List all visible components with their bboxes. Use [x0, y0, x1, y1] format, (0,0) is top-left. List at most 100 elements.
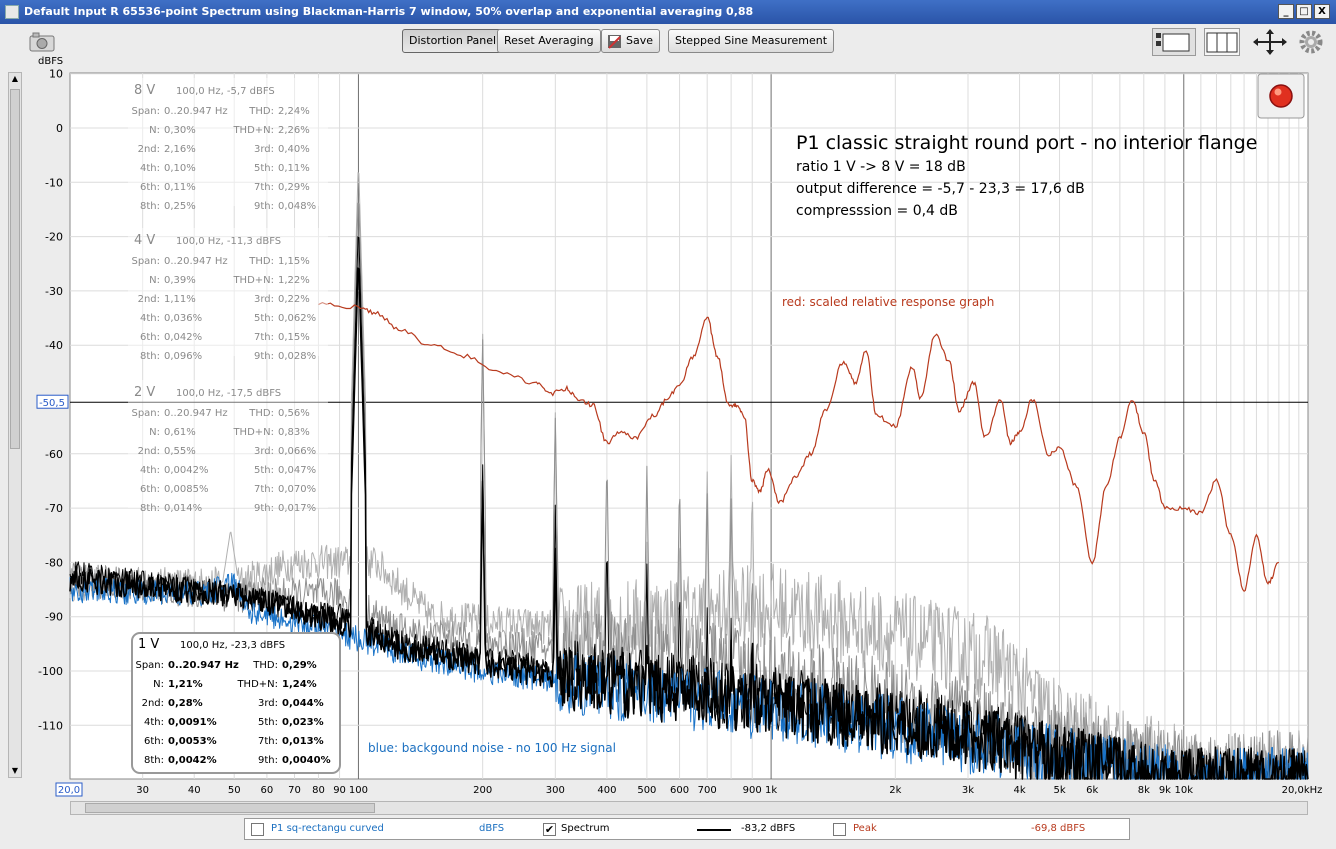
panel-key: 7th: — [254, 484, 274, 495]
y-axis-unit: dBFS — [38, 56, 64, 67]
y-tick-label: -60 — [45, 448, 63, 461]
x-tick-label: 1k — [765, 785, 777, 796]
response-line — [318, 301, 1280, 593]
window-titlebar: Default Input R 65536-point Spectrum usi… — [0, 0, 1336, 24]
panel-key: 5th: — [258, 717, 278, 728]
panel-key: THD: — [248, 408, 274, 419]
panel-value: 0,070% — [278, 484, 316, 495]
panel-key: 9th: — [258, 755, 278, 766]
close-button[interactable]: X — [1314, 4, 1330, 19]
record-button-frame — [1257, 73, 1305, 119]
panel-level: 1 V — [138, 637, 159, 652]
panel-key: Span: — [131, 408, 160, 419]
vertical-scrollbar[interactable]: ▲ ▼ — [8, 72, 22, 778]
panel-value: 0,28% — [168, 698, 203, 709]
stepped-sine-button[interactable]: Stepped Sine Measurement — [668, 29, 835, 53]
legend-item1-checkbox[interactable] — [251, 823, 264, 836]
panel-value: 0,30% — [164, 125, 196, 136]
panel-key: 9th: — [254, 351, 274, 362]
panel-key: 2nd: — [138, 144, 160, 155]
x-tick-label: 60 — [261, 785, 274, 796]
panel-value: 0,39% — [164, 275, 196, 286]
panel-key: 5th: — [254, 163, 274, 174]
columns-view-icon[interactable] — [1204, 28, 1240, 56]
legend-spectrum-label: Spectrum — [561, 823, 610, 834]
panel-value: 1,24% — [282, 679, 317, 690]
legend-spectrum-checkbox[interactable]: ✔ — [543, 823, 556, 836]
panel-value: 0,014% — [164, 503, 202, 514]
distortion-panel-bg — [128, 380, 328, 508]
panel-value: 0,0042% — [164, 465, 209, 476]
x-tick-label: 50 — [228, 785, 241, 796]
x-tick-label: 90 — [333, 785, 346, 796]
x-tick-label: 5k — [1053, 785, 1065, 796]
fit-arrows-icon[interactable] — [1250, 28, 1290, 56]
panel-key: 6th: — [140, 182, 160, 193]
distortion-panel-4V: 4 V 100,0 Hz, -11,3 dBFS Span: 0..20.947 Hz… — [128, 228, 328, 362]
x-start-label: 20,0 — [58, 785, 80, 796]
panel-key: 4th: — [144, 717, 164, 728]
panel-value: 0,29% — [278, 182, 310, 193]
scroll-down-icon[interactable]: ▼ — [11, 766, 19, 775]
panel-value: 1,22% — [278, 275, 310, 286]
panel-value: 0,11% — [164, 182, 196, 193]
x-tick-label: 700 — [698, 785, 717, 796]
panel-value: 0,56% — [278, 408, 310, 419]
distortion-panel-8V: 8 V 100,0 Hz, -5,7 dBFS Span: 0..20.947 Hz T… — [128, 78, 328, 212]
panel-key: 6th: — [144, 736, 164, 747]
vertical-scroll-thumb[interactable] — [10, 89, 20, 449]
distortion-panel-bg — [128, 78, 328, 206]
panel-key: 7th: — [254, 332, 274, 343]
camera-icon[interactable] — [26, 28, 60, 56]
x-tick-label: 3k — [962, 785, 974, 796]
panel-value: 0,55% — [164, 446, 196, 457]
distortion-panel-bg — [128, 228, 328, 356]
panel-value: 0,15% — [278, 332, 310, 343]
panel-value: 0,0053% — [168, 736, 217, 747]
x-tick-label: 400 — [597, 785, 616, 796]
panel-value: 0,047% — [278, 465, 316, 476]
x-tick-label: 80 — [312, 785, 325, 796]
reset-averaging-button[interactable]: Reset Averaging — [497, 29, 601, 53]
distortion-panel-frame — [131, 632, 341, 774]
series-line-2 — [69, 236, 1308, 780]
record-highlight — [1274, 88, 1282, 96]
panel-value: 0,0091% — [168, 717, 217, 728]
legend-peak-label: Peak — [853, 823, 877, 834]
distortion-panel-button[interactable]: Distortion Panel — [402, 29, 504, 53]
panel-value: 2,24% — [278, 106, 310, 117]
toolbar: Distortion Panel Reset Averaging Save St… — [0, 24, 1336, 60]
x-tick-label: 900 — [743, 785, 762, 796]
horizontal-scroll-thumb[interactable] — [85, 803, 375, 813]
y-tick-label: -80 — [45, 556, 63, 569]
panel-value: 0,017% — [278, 503, 316, 514]
panel-key: 8th: — [140, 201, 160, 212]
scroll-up-icon[interactable]: ▲ — [11, 74, 19, 83]
panel-key: 4th: — [140, 313, 160, 324]
panel-value: 0,036% — [164, 313, 202, 324]
panel-key: Span: — [131, 256, 160, 267]
panel-key: 3rd: — [254, 446, 274, 457]
x-tick-label: 40 — [188, 785, 201, 796]
y-tick-label: -20 — [45, 231, 63, 244]
horizontal-scrollbar[interactable] — [70, 801, 1308, 815]
panel-value: 2,16% — [164, 144, 196, 155]
x-tick-label: 70 — [288, 785, 301, 796]
minimize-button[interactable]: _ — [1278, 4, 1294, 19]
legend-peak-checkbox[interactable] — [833, 823, 846, 836]
x-tick-label: 30 — [136, 785, 149, 796]
save-icon — [608, 35, 621, 49]
x-tick-label: 100 — [349, 785, 368, 796]
save-button[interactable]: Save — [601, 29, 661, 53]
maximize-button[interactable]: □ — [1296, 4, 1312, 19]
y-tick-label: -70 — [45, 502, 63, 515]
panel-key: 2nd: — [138, 446, 160, 457]
panel-value: 0..20.947 Hz — [168, 660, 239, 671]
record-button[interactable] — [1257, 73, 1305, 119]
settings-gear-icon[interactable] — [1297, 28, 1325, 56]
panel-key: THD: — [252, 660, 278, 671]
panel-value: 1,21% — [168, 679, 203, 690]
graph-view-icon[interactable] — [1152, 28, 1196, 56]
panel-value: 0,11% — [278, 163, 310, 174]
